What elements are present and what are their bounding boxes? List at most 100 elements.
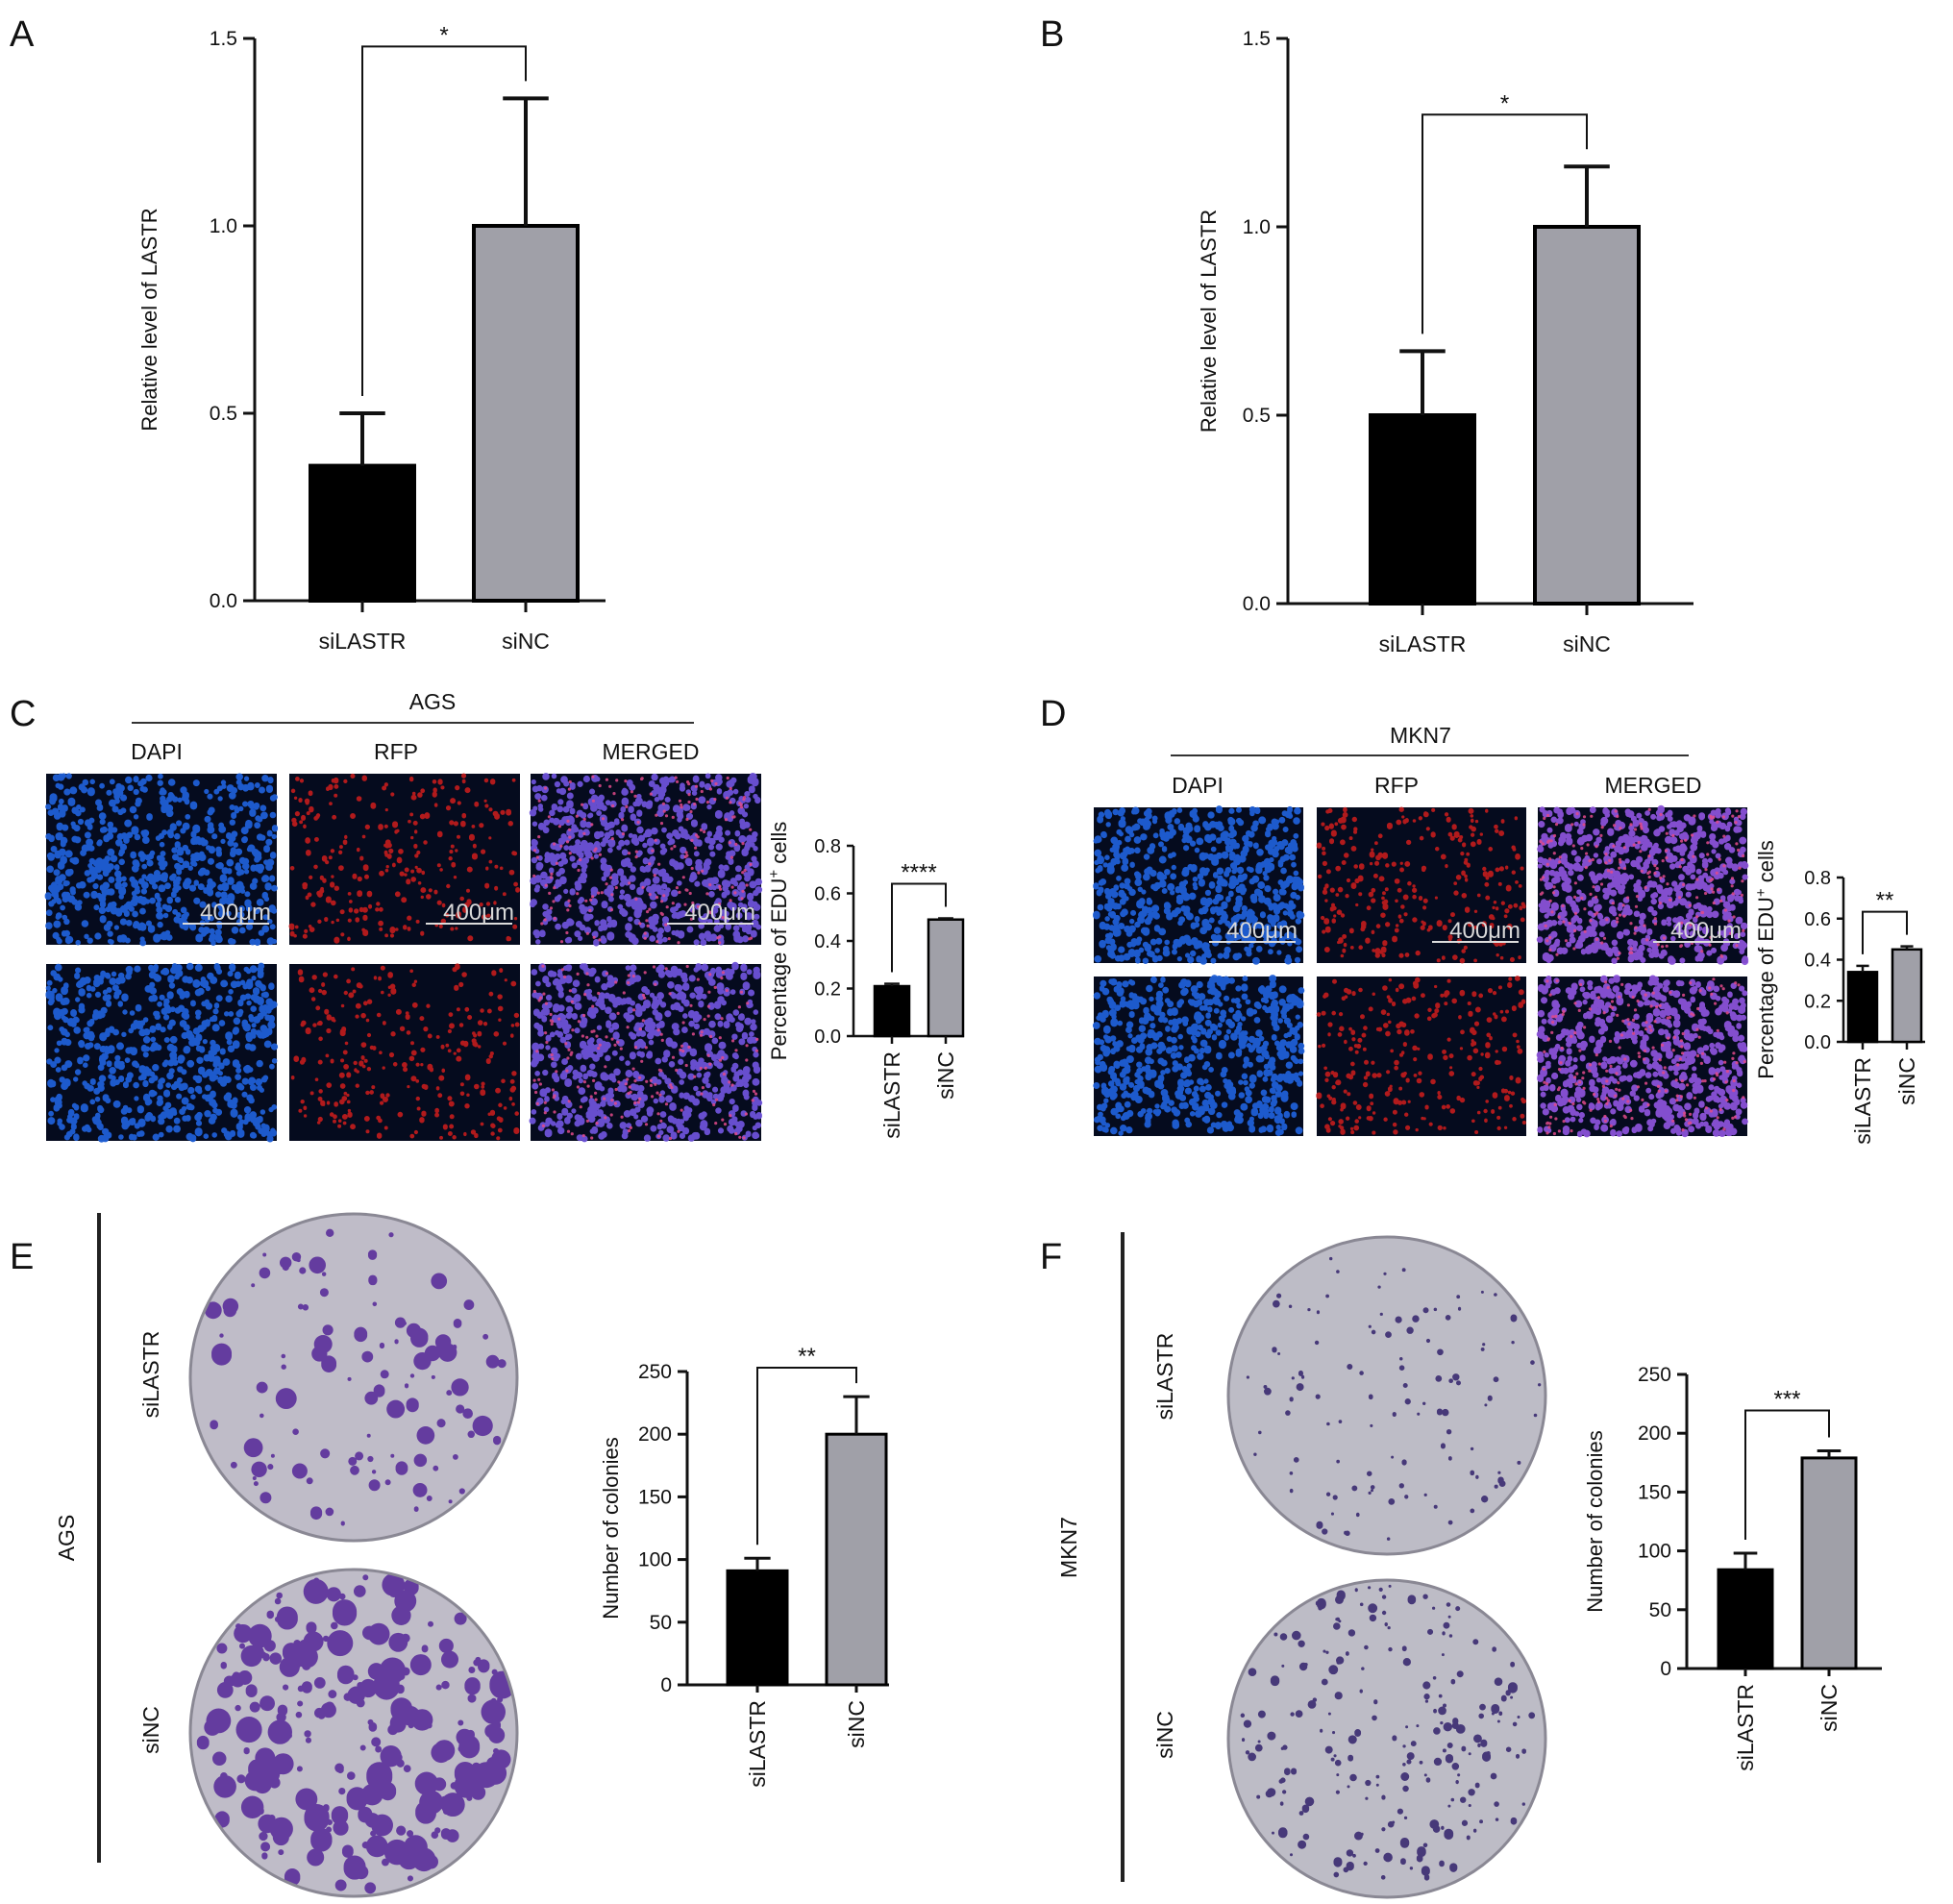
- d-tile-top-dapi-scale-label: 400μm: [1226, 918, 1298, 944]
- c-tile-top-merged-scale-label: 400μm: [684, 900, 755, 926]
- e-x-label-silastr: siLASTR: [745, 1700, 770, 1788]
- d-image-grid: 400μm 400μm 400μm: [1092, 804, 1749, 1138]
- e-y-tick-label: 0: [660, 1674, 672, 1696]
- f-plate-silastr-rim: [1226, 1235, 1547, 1556]
- f-bar-silastr: [1717, 1568, 1774, 1670]
- c-col-rfp: RFP: [374, 739, 418, 764]
- d-significance-label: **: [1876, 888, 1894, 914]
- d-tile-bottom-rfp: [1316, 976, 1526, 1136]
- d-tile-bottom-dapi: [1092, 975, 1305, 1136]
- c-tile-top-merged: 400μm: [529, 773, 763, 947]
- f-row-sinc: siNC: [1152, 1711, 1177, 1759]
- e-bar-silastr: [726, 1569, 789, 1687]
- c-significance-label: ****: [901, 859, 936, 885]
- f-plate-sinc: [1228, 1580, 1545, 1897]
- c-y-tick-label: 0.8: [814, 836, 841, 857]
- e-plate-silastr-dish: [190, 1214, 517, 1541]
- c-significance-bracket: [891, 882, 947, 973]
- d-group-label: MKN7: [1390, 723, 1451, 748]
- d-tile-top-rfp-cells: [1316, 806, 1526, 964]
- f-y-tick-label: 50: [1649, 1599, 1671, 1621]
- c-tile-bottom-rfp-background: [289, 964, 520, 1141]
- f-x-label-sinc: siNC: [1817, 1684, 1842, 1732]
- a-x-label-silastr: siLASTR: [319, 629, 407, 654]
- f-plate-silastr-dish: [1228, 1237, 1545, 1554]
- e-bar-sinc: [825, 1432, 888, 1687]
- b-y-tick-label: 0.5: [1243, 405, 1271, 427]
- e-significance-label: **: [798, 1344, 816, 1370]
- panel-label-d: D: [1040, 694, 1066, 734]
- panel-label-f: F: [1040, 1237, 1062, 1277]
- c-tile-bottom-merged: [529, 961, 763, 1143]
- b-y-tick-label: 1.0: [1243, 216, 1271, 238]
- d-tile-top-dapi: 400μm: [1093, 805, 1305, 965]
- c-bar-sinc: [927, 918, 965, 1038]
- chart-d: 0.0 0.2 0.4 0.6 0.8 Percentage of EDU+ cells s…: [1753, 840, 1925, 1145]
- b-x-label-sinc: siNC: [1563, 631, 1611, 656]
- d-tile-top-merged-cells: [1536, 804, 1749, 966]
- e-significance-bracket: [756, 1367, 857, 1545]
- panel-label-c: C: [10, 694, 36, 734]
- f-plate-sinc-dish: [1228, 1580, 1545, 1897]
- d-tile-bottom-dapi-cells: [1092, 975, 1305, 1136]
- panel-label-b: B: [1040, 14, 1064, 55]
- c-tile-top-dapi: 400μm: [44, 773, 279, 947]
- e-row-silastr: siLASTR: [138, 1331, 163, 1419]
- f-y-tick-label: 100: [1638, 1541, 1671, 1563]
- chart-a: 0.0 0.5 1.0 1.5 Relative level of LASTR siLAS…: [137, 22, 606, 654]
- panel-label-a: A: [10, 14, 35, 55]
- c-tile-bottom-dapi: [45, 962, 279, 1143]
- e-y-tick-label: 100: [638, 1549, 672, 1571]
- e-x-label-sinc: siNC: [844, 1700, 869, 1748]
- f-row-silastr: siLASTR: [1152, 1333, 1177, 1421]
- f-group-label: MKN7: [1056, 1517, 1081, 1578]
- c-col-merged: MERGED: [603, 739, 700, 764]
- c-y-tick-label: 0.6: [814, 884, 841, 905]
- d-col-rfp: RFP: [1374, 773, 1419, 798]
- chart-b: 0.0 0.5 1.0 1.5 Relative level of LASTR siLAS…: [1197, 28, 1693, 656]
- f-y-tick-label: 0: [1660, 1658, 1671, 1680]
- e-plate-silastr: [190, 1214, 517, 1541]
- b-significance-label: *: [1500, 90, 1509, 116]
- d-tile-bottom-merged-cells: [1536, 975, 1748, 1138]
- a-significance-bracket: [361, 45, 527, 396]
- c-tile-bottom-dapi-cells: [45, 962, 279, 1143]
- c-tile-top-merged-cells: [529, 773, 763, 947]
- d-bar-silastr: [1846, 971, 1879, 1044]
- a-y-axis-label: Relative level of LASTR: [137, 208, 161, 431]
- c-tile-top-rfp: 400μm: [288, 773, 520, 945]
- b-bar-silastr: [1369, 413, 1476, 606]
- f-bar-sinc: [1800, 1456, 1858, 1670]
- e-y-tick-label: 150: [638, 1486, 672, 1508]
- d-tile-top-merged-overlap-cells: [1539, 807, 1745, 960]
- c-tile-top-dapi-scale-label: 400μm: [200, 900, 271, 926]
- d-tile-bottom-rfp-background: [1317, 977, 1526, 1136]
- f-plate-sinc-rim: [1226, 1578, 1547, 1899]
- b-y-axis-label: Relative level of LASTR: [1197, 210, 1221, 433]
- a-x-label-sinc: siNC: [502, 629, 550, 654]
- d-tile-top-merged: 400μm: [1536, 804, 1749, 966]
- c-y-axis-label: Percentage of EDU+ cells: [766, 822, 792, 1060]
- c-tile-bottom-merged-cells: [529, 961, 763, 1143]
- e-colony-plates: [188, 1212, 519, 1898]
- e-plate-sinc-rim: [188, 1568, 519, 1898]
- c-image-grid: 400μm 400μm 400μm: [44, 773, 763, 1143]
- d-x-label-silastr: siLASTR: [1850, 1057, 1875, 1145]
- e-plate-sinc-colonies: [196, 1573, 515, 1894]
- e-plate-silastr-rim: [188, 1212, 519, 1543]
- f-significance-bracket: [1744, 1409, 1830, 1541]
- f-y-tick-label: 250: [1638, 1364, 1671, 1386]
- c-group-label: AGS: [409, 689, 457, 714]
- c-tile-top-dapi-cells: [44, 773, 279, 947]
- e-y-tick-label: 200: [638, 1423, 672, 1446]
- c-tile-bottom-rfp: [289, 963, 520, 1141]
- c-y-tick-label: 0.0: [814, 1026, 841, 1048]
- b-x-label-silastr: siLASTR: [1379, 631, 1467, 656]
- e-row-sinc: siNC: [138, 1706, 163, 1754]
- c-tile-bottom-rfp-cells: [290, 963, 520, 1141]
- d-y-tick-label: 0.6: [1804, 909, 1831, 930]
- c-y-tick-label: 0.4: [814, 931, 841, 952]
- c-x-label-sinc: siNC: [933, 1051, 958, 1100]
- d-bar-sinc: [1891, 948, 1923, 1044]
- b-significance-bracket: [1421, 113, 1588, 334]
